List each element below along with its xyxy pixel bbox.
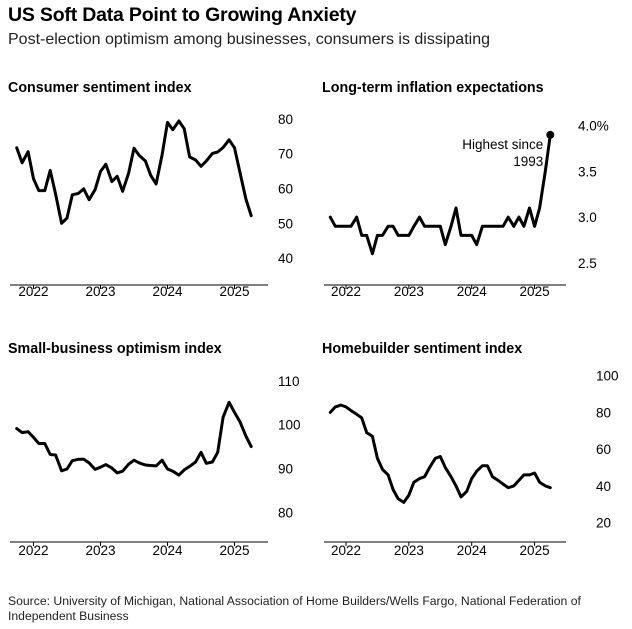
y-tick-label: 3.5 [578,164,597,179]
y-tick-label: 80 [596,405,611,420]
charts-canvas: Consumer sentiment index 40 50 60 70 80 2022 20… [8,80,619,558]
chart-subtitle: Post-election optimism among businesses,… [8,31,490,48]
y-tick-label: 3.0 [578,210,597,225]
x-tick-label: 2024 [457,543,488,558]
x-tick-label: 2024 [152,284,183,299]
y-tick-label: 60 [596,442,611,457]
source-note: Source: University of Michigan, National… [8,594,581,623]
y-tick-label: 50 [278,216,293,231]
y-tick-label: 90 [278,462,293,477]
y-tick-label: 2.5 [578,256,597,271]
chart-title: US Soft Data Point to Growing Anxiety [8,4,357,26]
x-tick-label: 2023 [394,543,424,558]
x-tick-label: 2023 [394,284,424,299]
y-tick-label: 100 [278,418,301,433]
y-tick-label: 40 [596,479,611,494]
y-tick-label: 110 [278,374,300,389]
x-tick-label: 2025 [520,284,550,299]
x-tick-label: 2024 [152,543,183,558]
y-tick-label: 70 [278,147,293,162]
y-tick-label: 100 [596,369,619,384]
x-tick-label: 2022 [18,543,48,558]
panel-title: Long-term inflation expectations [322,80,544,96]
y-tick-label: 80 [278,505,293,520]
x-tick-label: 2023 [85,284,115,299]
series-line [15,119,253,225]
panel-title: Small-business optimism index [8,341,222,357]
x-tick-label: 2025 [219,543,249,558]
x-tick-label: 2022 [331,543,361,558]
x-tick-label: 2022 [18,284,48,299]
x-tick-label: 2025 [520,543,550,558]
panel-title: Consumer sentiment index [8,80,192,96]
annotation-text: 1993 [513,154,543,169]
y-tick-label: 60 [278,182,293,197]
series-line [328,403,552,504]
x-tick-label: 2023 [85,543,115,558]
y-tick-label: 20 [596,516,611,531]
panel-title: Homebuilder sentiment index [322,341,522,357]
series-line [328,133,552,256]
y-tick-label: 80 [278,112,293,127]
x-tick-label: 2022 [331,284,361,299]
y-tick-label: 40 [278,251,293,266]
x-tick-label: 2024 [457,284,488,299]
highest-point-marker [546,130,555,139]
series-line [15,400,253,477]
x-tick-label: 2025 [219,284,249,299]
y-tick-label: 4.0% [578,119,609,134]
annotation-text: Highest since [462,137,543,152]
